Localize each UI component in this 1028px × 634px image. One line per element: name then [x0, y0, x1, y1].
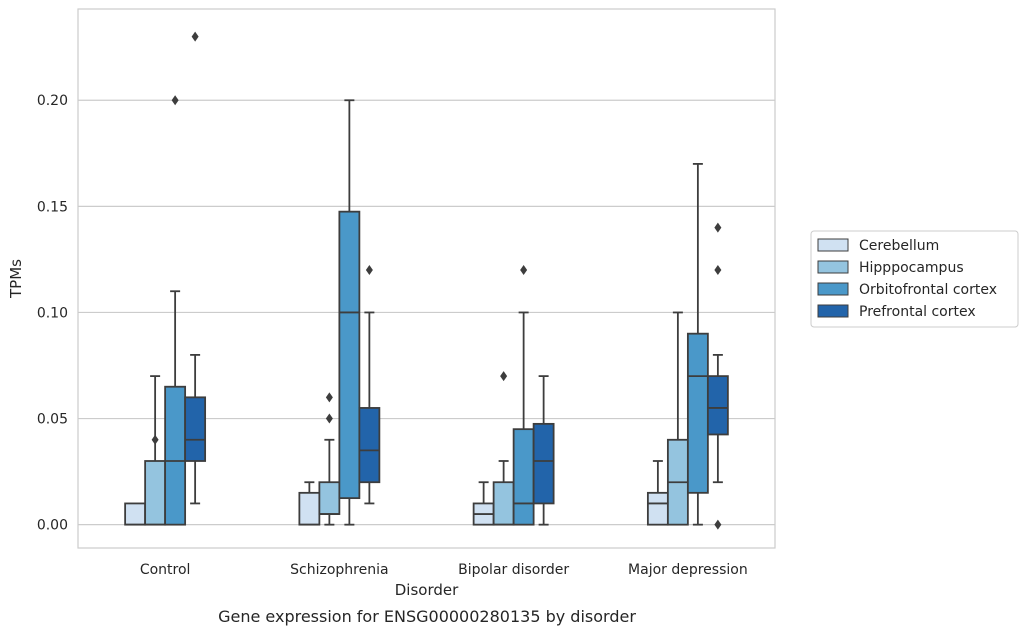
y-tick-label: 0.10: [37, 305, 68, 321]
box-plot: [184, 31, 207, 505]
outlier-point: [500, 371, 508, 382]
plot-frame: [77, 8, 776, 549]
x-tick-label: Major depression: [628, 562, 748, 578]
box-plot: [666, 311, 689, 526]
box-plots: [124, 31, 729, 530]
box: [124, 502, 147, 526]
legend-swatch: [817, 238, 849, 252]
box: [686, 332, 709, 494]
box-plot: [472, 481, 495, 526]
outlier-point: [520, 265, 528, 276]
box-plot: [532, 375, 555, 526]
outlier-point: [151, 434, 159, 445]
legend-swatch: [817, 304, 849, 318]
outlier-point: [171, 95, 179, 106]
legend: Cerebellum Hipppocampus Orbitofrontal cort…: [810, 230, 1019, 328]
outlier-point: [325, 413, 333, 424]
box: [144, 460, 167, 526]
box: [318, 481, 341, 515]
legend-label: Hipppocampus: [859, 260, 964, 276]
legend-box: [810, 230, 1019, 328]
box: [164, 385, 187, 526]
box-plot: [646, 460, 669, 526]
y-axis-label: TPMs: [7, 259, 25, 299]
legend-label: Cerebellum: [859, 238, 939, 254]
y-tick-label: 0.00: [37, 518, 68, 534]
box: [512, 428, 535, 526]
box-plot: [358, 265, 381, 505]
outlier-point: [191, 31, 199, 42]
box-plot: [492, 371, 515, 526]
x-tick-label: Bipolar disorder: [458, 562, 569, 578]
box: [338, 210, 361, 500]
box-plot: [298, 481, 321, 526]
box: [532, 422, 555, 505]
outlier-point: [365, 265, 373, 276]
box: [492, 481, 515, 526]
x-tick-label: Control: [140, 562, 191, 578]
outlier-point: [714, 222, 722, 233]
box: [706, 375, 729, 436]
box-plot: [686, 163, 709, 526]
box: [298, 491, 321, 526]
box: [358, 407, 381, 484]
legend-label: Orbitofrontal cortex: [859, 282, 997, 298]
x-tick-label: Schizophrenia: [290, 562, 388, 578]
x-axis-label: Disorder: [395, 581, 459, 599]
box-plot: [706, 222, 729, 530]
y-tick-labels: 0.00 0.05 0.10 0.15 0.20: [37, 93, 68, 533]
box-plot: [338, 99, 361, 526]
y-tick-label: 0.20: [37, 93, 68, 109]
box: [646, 491, 669, 526]
legend-swatch: [817, 260, 849, 274]
legend-label: Prefrontal cortex: [859, 304, 976, 320]
outlier-point: [714, 265, 722, 276]
y-tick-label: 0.15: [37, 199, 68, 215]
box-plot: [144, 375, 167, 526]
box: [184, 396, 207, 462]
figure-caption: Gene expression for ENSG00000280135 by d…: [218, 607, 636, 626]
box-plot: [318, 392, 341, 526]
x-tick-labels: Control Schizophrenia Bipolar disorder Majo…: [140, 562, 748, 578]
outlier-point: [714, 519, 722, 530]
outlier-point: [325, 392, 333, 403]
box-plot: [164, 95, 187, 526]
legend-swatch: [817, 282, 849, 296]
box-plot: [124, 502, 147, 526]
y-tick-label: 0.05: [37, 412, 68, 428]
box-plot: [512, 265, 535, 526]
